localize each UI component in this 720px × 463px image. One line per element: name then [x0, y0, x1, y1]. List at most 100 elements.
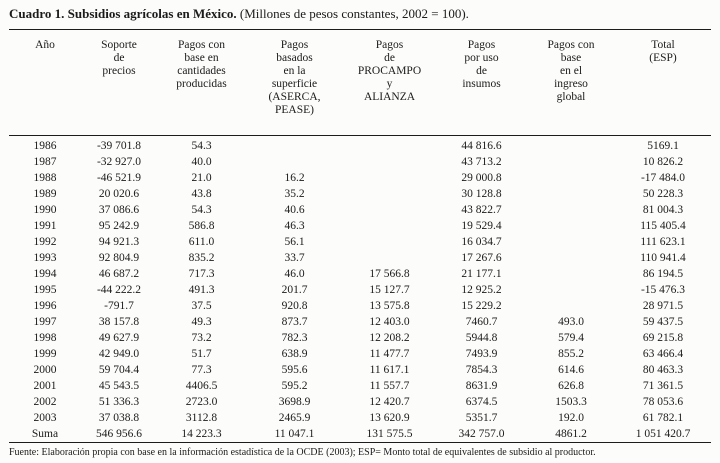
value-cell: [527, 266, 615, 282]
year-cell: 2002: [33, 396, 57, 408]
value-cell: 111 623.1: [640, 236, 686, 248]
value-cell: 16 034.7: [461, 236, 502, 248]
value-cell: 19 529.4: [461, 220, 502, 232]
value-cell: -39 701.8: [96, 140, 142, 152]
value-cell: 12 925.2: [461, 284, 502, 296]
value-cell: 15 127.7: [369, 284, 410, 296]
table-row: Suma 546 956.6 14 223.3 11 047.1 131 575.5 34…: [9, 426, 711, 443]
value-cell: 49.3: [191, 316, 212, 328]
value-cell: 50 228.3: [642, 188, 684, 200]
value-cell: 12 420.7: [369, 396, 410, 408]
value-cell: 80 463.3: [642, 364, 684, 376]
value-cell: 49 627.9: [98, 332, 140, 344]
value-cell: 43.8: [191, 188, 212, 200]
value-cell: -32 927.0: [96, 156, 142, 168]
value-cell: 586.8: [188, 220, 215, 232]
value-cell: 45 543.5: [98, 380, 140, 392]
value-cell: 86 194.5: [642, 268, 684, 280]
table-row: 2002 51 336.3 2723.0 3698.9 12 420.7 6374.5 15…: [9, 394, 711, 410]
value-cell: 110 941.4: [640, 252, 686, 264]
value-cell: [527, 298, 615, 314]
year-cell: 1998: [33, 332, 57, 344]
value-cell: 63 466.4: [642, 348, 684, 360]
value-cell: 5351.7: [465, 412, 498, 424]
value-cell: 835.2: [188, 252, 215, 264]
value-cell: 28 971.5: [642, 300, 684, 312]
value-cell: 782.3: [281, 332, 308, 344]
column-header-procampo-alianza: Pagos de PROCAMPO y ALIANZA: [357, 39, 422, 103]
value-cell: 38 157.8: [98, 316, 140, 328]
value-cell: 12 403.0: [369, 316, 410, 328]
table-row: 1990 37 086.6 54.3 40.6 43 822.7 81 004.3: [9, 202, 711, 218]
table-row: 2003 37 038.8 3112.8 2465.9 13 620.9 5351.7 19…: [9, 410, 711, 426]
value-cell: 54.3: [191, 204, 212, 216]
value-cell: 16.2: [284, 172, 305, 184]
value-cell: 8631.9: [465, 380, 498, 392]
value-cell: 595.6: [281, 364, 308, 376]
year-cell: 1987: [33, 156, 57, 168]
value-cell: 21 177.1: [461, 268, 502, 280]
value-cell: [343, 170, 436, 186]
table-row: 1997 38 157.8 49.3 873.7 12 403.0 7460.7 493.0…: [9, 314, 711, 330]
table-row: 1998 49 627.9 73.2 782.3 12 208.2 5944.8 579.4…: [9, 330, 711, 346]
value-cell: 13 575.8: [369, 300, 410, 312]
value-cell: 95 242.9: [98, 220, 140, 232]
column-header-superficie: Pagos basados en la superficie (ASERCA, …: [268, 39, 321, 116]
value-cell: 43 822.7: [461, 204, 502, 216]
year-cell: 1995: [33, 284, 57, 296]
value-cell: 3698.9: [278, 396, 311, 408]
value-cell: 3112.8: [185, 412, 218, 424]
value-cell: 59 704.4: [98, 364, 140, 376]
value-cell: 30 128.8: [461, 188, 502, 200]
value-cell: 10 826.2: [642, 156, 684, 168]
value-cell: 73.2: [191, 332, 212, 344]
value-cell: 17 566.8: [369, 268, 410, 280]
value-cell: -15 476.3: [640, 284, 686, 296]
value-cell: [343, 250, 436, 266]
value-cell: 4406.5: [185, 380, 218, 392]
column-header-total-esp: Total (ESP): [649, 39, 677, 64]
value-cell: 626.8: [558, 380, 584, 392]
table-row: 1999 42 949.0 51.7 638.9 11 477.7 7493.9 855.2…: [9, 346, 711, 362]
value-cell: 7460.7: [465, 316, 498, 328]
value-cell: [343, 136, 436, 155]
table-row: 1996 -791.7 37.5 920.8 13 575.8 15 229.2 28 97…: [9, 298, 711, 314]
table-body: 1986 -39 701.8 54.3 44 816.6 5169.1 1987 -32 9…: [9, 136, 711, 443]
value-cell: 7493.9: [465, 348, 498, 360]
value-cell: [527, 170, 615, 186]
value-cell: 69 215.8: [642, 332, 684, 344]
value-cell: 21.0: [191, 172, 212, 184]
column-header-ano: Año: [35, 39, 55, 51]
value-cell: 92 804.9: [98, 252, 140, 264]
value-cell: -44 222.2: [96, 284, 142, 296]
table-row: 1987 -32 927.0 40.0 43 713.2 10 826.2: [9, 154, 711, 170]
value-cell: [246, 136, 343, 155]
year-cell: 1994: [33, 268, 57, 280]
value-cell: 614.6: [558, 364, 584, 376]
table-row: 2001 45 543.5 4406.5 595.2 11 557.7 8631.9 626…: [9, 378, 711, 394]
value-cell: [527, 234, 615, 250]
value-cell: 54.3: [191, 140, 212, 152]
value-cell: [343, 154, 436, 170]
value-cell: 56.1: [284, 236, 305, 248]
value-cell: 131 575.5: [366, 428, 413, 440]
value-cell: 11 477.7: [369, 348, 410, 360]
value-cell: 5169.1: [647, 140, 679, 152]
value-cell: [527, 186, 615, 202]
value-cell: 40.0: [191, 156, 212, 168]
table-row: 1991 95 242.9 586.8 46.3 19 529.4 115 405.4: [9, 218, 711, 234]
year-cell: 2000: [33, 364, 57, 376]
value-cell: [343, 186, 436, 202]
year-cell: 1996: [33, 300, 57, 312]
year-cell: 1990: [33, 204, 57, 216]
value-cell: 33.7: [284, 252, 305, 264]
value-cell: 43 713.2: [461, 156, 502, 168]
value-cell: 71 361.5: [642, 380, 684, 392]
year-cell: 1986: [33, 140, 57, 152]
value-cell: 44 816.6: [461, 140, 502, 152]
value-cell: [527, 154, 615, 170]
value-cell: 638.9: [281, 348, 308, 360]
value-cell: [343, 202, 436, 218]
value-cell: 7854.3: [465, 364, 498, 376]
value-cell: [527, 218, 615, 234]
